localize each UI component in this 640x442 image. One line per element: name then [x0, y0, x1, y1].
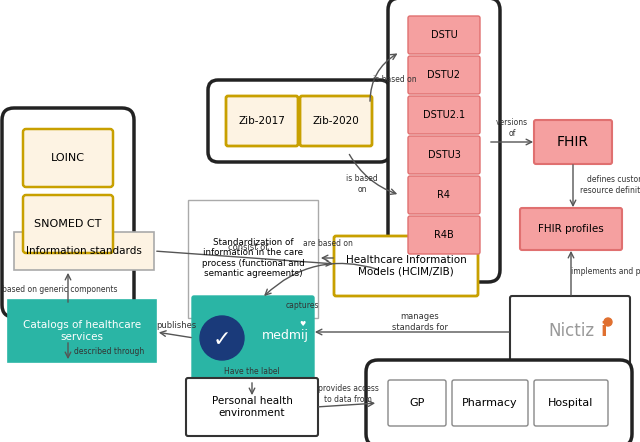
Text: DSTU2: DSTU2 — [428, 70, 461, 80]
FancyBboxPatch shape — [408, 96, 480, 134]
FancyBboxPatch shape — [520, 208, 622, 250]
FancyBboxPatch shape — [408, 16, 480, 54]
Text: R4B: R4B — [434, 230, 454, 240]
FancyBboxPatch shape — [186, 378, 318, 436]
Text: DSTU3: DSTU3 — [428, 150, 460, 160]
Text: provides access
to data from: provides access to data from — [317, 384, 378, 404]
Text: Have the label: Have the label — [224, 367, 280, 377]
Text: Information standards: Information standards — [26, 246, 142, 256]
Text: Zib-2020: Zib-2020 — [312, 116, 360, 126]
Text: are based on: are based on — [303, 240, 353, 248]
FancyBboxPatch shape — [226, 96, 298, 146]
FancyBboxPatch shape — [208, 80, 390, 162]
FancyBboxPatch shape — [408, 176, 480, 214]
FancyBboxPatch shape — [8, 300, 156, 362]
Text: Healthcare Information
Models (HCIM/ZIB): Healthcare Information Models (HCIM/ZIB) — [346, 255, 467, 277]
Text: based on generic components: based on generic components — [2, 286, 118, 294]
Text: DSTU: DSTU — [431, 30, 458, 40]
FancyBboxPatch shape — [408, 216, 480, 254]
FancyBboxPatch shape — [452, 380, 528, 426]
Text: SNOMED CT: SNOMED CT — [35, 219, 102, 229]
FancyBboxPatch shape — [510, 296, 630, 366]
FancyBboxPatch shape — [2, 108, 134, 317]
Text: DSTU2.1: DSTU2.1 — [423, 110, 465, 120]
Text: Nictiz: Nictiz — [548, 322, 594, 340]
Text: implements and publishes: implements and publishes — [572, 267, 640, 277]
Text: Catalogs of healthcare
services: Catalogs of healthcare services — [23, 320, 141, 342]
FancyBboxPatch shape — [408, 56, 480, 94]
Text: is based on: is based on — [373, 76, 417, 84]
FancyBboxPatch shape — [23, 129, 113, 187]
Text: is based
on: is based on — [346, 174, 378, 194]
FancyBboxPatch shape — [300, 96, 372, 146]
Text: i: i — [601, 321, 607, 340]
Text: Pharmacy: Pharmacy — [462, 398, 518, 408]
FancyBboxPatch shape — [192, 296, 314, 400]
Text: Standardization of
information in the care
process (functional and
semantic agre: Standardization of information in the ca… — [202, 238, 305, 278]
Text: FHIR profiles: FHIR profiles — [538, 224, 604, 234]
Text: ♥: ♥ — [299, 321, 305, 327]
Text: Zib-2017: Zib-2017 — [239, 116, 285, 126]
FancyBboxPatch shape — [366, 360, 632, 442]
Text: consist of: consist of — [228, 244, 268, 252]
FancyBboxPatch shape — [14, 232, 154, 270]
Text: Hospital: Hospital — [548, 398, 594, 408]
Text: Personal health
environment: Personal health environment — [212, 396, 292, 418]
Text: ✓: ✓ — [212, 330, 231, 350]
Text: publishes: publishes — [156, 320, 196, 329]
Text: GP: GP — [410, 398, 425, 408]
FancyBboxPatch shape — [334, 236, 478, 296]
FancyBboxPatch shape — [408, 136, 480, 174]
Circle shape — [604, 318, 612, 326]
Text: described through: described through — [74, 347, 144, 357]
Text: versions
of: versions of — [496, 118, 528, 138]
FancyBboxPatch shape — [188, 200, 318, 318]
Text: defines customized
resource definitions for: defines customized resource definitions … — [579, 175, 640, 194]
Text: captures: captures — [285, 301, 319, 310]
Text: LOINC: LOINC — [51, 153, 85, 163]
FancyBboxPatch shape — [534, 120, 612, 164]
FancyBboxPatch shape — [388, 0, 500, 282]
Text: medmij: medmij — [262, 328, 309, 342]
FancyBboxPatch shape — [23, 195, 113, 253]
FancyBboxPatch shape — [388, 380, 446, 426]
Text: manages
standards for: manages standards for — [392, 312, 448, 332]
Circle shape — [200, 316, 244, 360]
Text: R4: R4 — [438, 190, 451, 200]
FancyBboxPatch shape — [534, 380, 608, 426]
Text: FHIR: FHIR — [557, 135, 589, 149]
